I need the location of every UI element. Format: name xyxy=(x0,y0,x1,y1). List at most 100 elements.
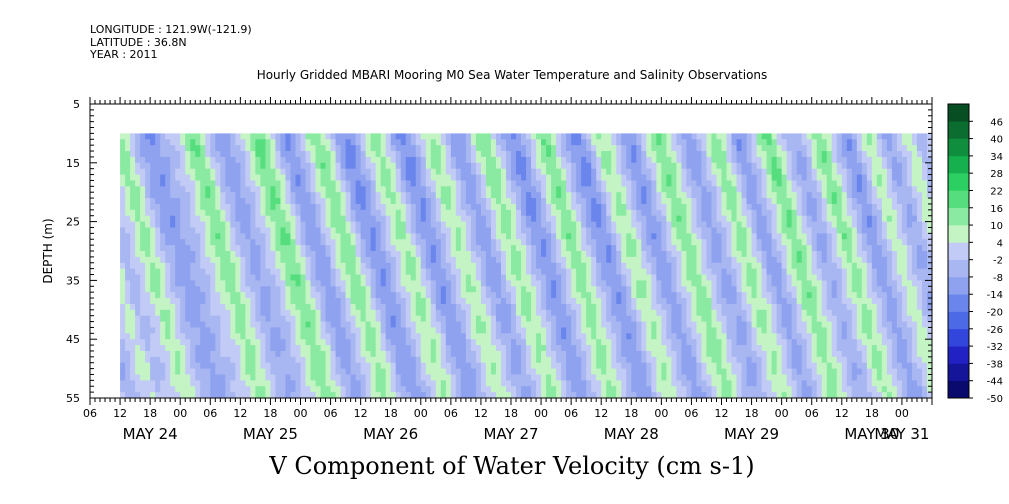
heatmap-cell xyxy=(255,327,261,334)
heatmap-cell xyxy=(180,345,186,352)
heatmap-cell xyxy=(230,168,236,175)
heatmap-cell xyxy=(511,245,517,252)
heatmap-cell xyxy=(205,139,211,146)
heatmap-cell xyxy=(480,221,487,228)
heatmap-cell xyxy=(135,156,141,164)
heatmap-cell xyxy=(395,303,402,311)
heatmap-cell xyxy=(621,286,627,293)
heatmap-cell xyxy=(641,380,647,387)
heatmap-cell xyxy=(611,156,617,164)
heatmap-cell xyxy=(636,321,642,328)
heatmap-cell xyxy=(310,274,316,281)
heatmap-cell xyxy=(485,215,492,222)
heatmap-cell xyxy=(225,245,231,252)
heatmap-cell xyxy=(621,145,627,152)
heatmap-cell xyxy=(330,274,336,281)
heatmap-cell xyxy=(130,286,136,293)
heatmap-cell xyxy=(160,350,166,358)
heatmap-cell xyxy=(195,303,201,311)
heatmap-cell xyxy=(586,356,592,364)
heatmap-cell xyxy=(400,209,407,217)
heatmap-cell xyxy=(576,286,582,293)
heatmap-cell xyxy=(340,333,347,340)
heatmap-cell xyxy=(350,298,357,305)
heatmap-cell xyxy=(395,362,402,369)
heatmap-cell xyxy=(601,145,607,152)
heatmap-cell xyxy=(505,245,512,252)
heatmap-cell xyxy=(185,292,191,299)
heatmap-cell xyxy=(270,251,276,258)
heatmap-cell xyxy=(546,345,552,352)
heatmap-cell xyxy=(561,245,567,252)
heatmap-cell xyxy=(440,186,447,193)
heatmap-cell xyxy=(470,139,477,146)
heatmap-cell xyxy=(300,356,306,364)
heatmap-cell xyxy=(596,168,602,175)
heatmap-cell xyxy=(430,292,437,299)
heatmap-cell xyxy=(646,274,652,281)
heatmap-cell xyxy=(536,292,542,299)
heatmap-cell xyxy=(390,192,397,199)
heatmap-cell xyxy=(335,350,341,358)
heatmap-cell xyxy=(566,362,572,369)
heatmap-cell xyxy=(215,362,221,369)
heatmap-cell xyxy=(200,356,206,364)
heatmap-cell xyxy=(255,274,261,281)
heatmap-cell xyxy=(505,327,512,334)
heatmap-cell xyxy=(601,298,607,305)
heatmap-cell xyxy=(631,227,637,234)
heatmap-cell xyxy=(245,374,251,381)
heatmap-cell xyxy=(661,280,667,287)
heatmap-cell xyxy=(360,215,367,222)
heatmap-cell xyxy=(440,198,447,205)
heatmap-cell xyxy=(315,209,321,217)
heatmap-cell xyxy=(165,145,171,152)
heatmap-cell xyxy=(145,303,151,311)
heatmap-cell xyxy=(360,362,367,369)
heatmap-cell xyxy=(315,198,321,205)
heatmap-cell xyxy=(445,151,452,158)
heatmap-cell xyxy=(425,133,432,140)
heatmap-cell xyxy=(250,174,256,181)
heatmap-cell xyxy=(596,303,602,311)
heatmap-cell xyxy=(390,380,397,387)
heatmap-cell xyxy=(606,245,612,252)
heatmap-cell xyxy=(245,133,251,140)
heatmap-cell xyxy=(420,350,427,358)
heatmap-cell xyxy=(255,386,261,393)
heatmap-cell xyxy=(200,145,206,152)
heatmap-cell xyxy=(430,139,437,146)
heatmap-cell xyxy=(516,292,522,299)
heatmap-cell xyxy=(656,215,662,222)
heatmap-cell xyxy=(165,174,171,181)
heatmap-cell xyxy=(245,350,251,358)
heatmap-cell xyxy=(265,292,271,299)
heatmap-cell xyxy=(390,315,397,322)
heatmap-cell xyxy=(581,309,587,317)
heatmap-cell xyxy=(335,239,341,246)
heatmap-cell xyxy=(581,251,587,258)
heatmap-cell xyxy=(305,327,311,334)
heatmap-cell xyxy=(295,362,301,369)
heatmap-cell xyxy=(636,380,642,387)
heatmap-cell xyxy=(275,245,281,252)
heatmap-cell xyxy=(475,209,482,217)
heatmap-cell xyxy=(145,362,151,369)
heatmap-cell xyxy=(300,280,306,287)
heatmap-cell xyxy=(130,321,136,328)
heatmap-cell xyxy=(200,362,206,369)
heatmap-cell xyxy=(285,386,291,393)
heatmap-cell xyxy=(591,392,597,399)
heatmap-cell xyxy=(450,139,457,146)
heatmap-cell xyxy=(370,315,377,322)
heatmap-cell xyxy=(516,303,522,311)
heatmap-cell xyxy=(185,209,191,217)
heatmap-cell xyxy=(536,168,542,175)
heatmap-cell xyxy=(240,262,246,270)
heatmap-cell xyxy=(551,162,557,170)
heatmap-cell xyxy=(666,350,672,358)
heatmap-cell xyxy=(480,327,487,334)
heatmap-cell xyxy=(325,174,331,181)
heatmap-cell xyxy=(410,386,417,393)
heatmap-cell xyxy=(325,268,331,275)
